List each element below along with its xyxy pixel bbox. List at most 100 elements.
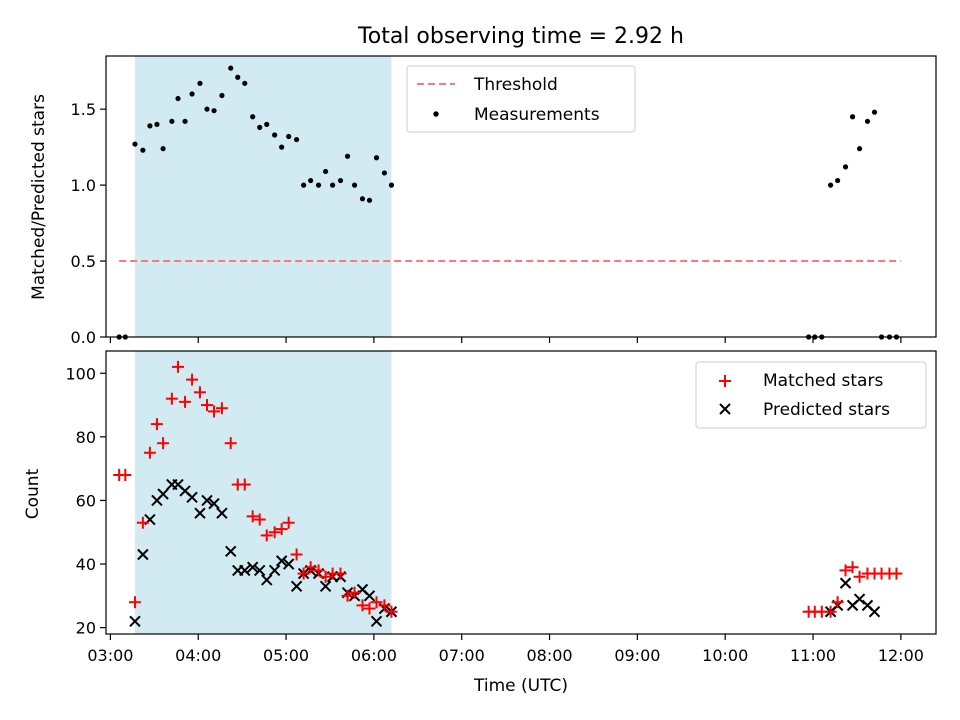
ratio-legend: Threshold Measurements xyxy=(406,65,636,133)
matched-star-marker xyxy=(268,526,281,539)
measurement-point xyxy=(272,132,278,138)
predicted-star-marker xyxy=(261,574,273,586)
measurement-point xyxy=(842,164,849,170)
matched-star-marker xyxy=(275,523,288,536)
count-y-tick-label: 40 xyxy=(76,555,96,574)
count-points xyxy=(113,360,903,627)
predicted-star-marker xyxy=(194,507,206,519)
matched-star-marker xyxy=(385,605,398,618)
measurement-point xyxy=(359,196,366,202)
measurement-point xyxy=(308,177,314,184)
matched-star-marker xyxy=(260,529,273,542)
predicted-star-marker xyxy=(253,564,266,577)
ratio-legend-box xyxy=(406,65,636,133)
matched-star-marker xyxy=(846,561,859,574)
measurement-point xyxy=(219,92,225,99)
matched-star-marker xyxy=(363,602,376,615)
x-tick-label: 03:00 xyxy=(87,646,133,665)
predicted-star-marker xyxy=(290,580,303,593)
predicted-star-marker xyxy=(319,580,332,593)
count-y-tick-label: 80 xyxy=(76,428,96,447)
measurement-point xyxy=(204,106,210,112)
predicted-star-marker xyxy=(282,558,295,570)
matched-star-marker xyxy=(119,469,132,482)
threshold-legend-label: Threshold xyxy=(473,75,558,95)
predicted-star-marker xyxy=(208,497,220,510)
predicted-star-marker xyxy=(268,564,281,577)
measurement-point xyxy=(381,170,388,176)
measurement-point xyxy=(322,168,329,175)
matched-star-marker xyxy=(246,510,259,523)
x-tick-label: 04:00 xyxy=(175,646,221,665)
measurement-point xyxy=(828,182,834,188)
measurement-point xyxy=(864,118,871,124)
ratio-x-ticks xyxy=(109,337,902,343)
x-tick-label: 11:00 xyxy=(790,646,836,665)
measurement-point xyxy=(264,121,270,127)
matched-star-marker xyxy=(853,570,866,583)
matched-legend-label: Matched stars xyxy=(763,371,883,391)
predicted-star-marker xyxy=(275,555,288,567)
matched-star-marker xyxy=(253,513,266,526)
measurements-legend-marker xyxy=(433,111,439,117)
matched-star-marker xyxy=(319,570,332,583)
predicted-legend-marker xyxy=(719,403,731,415)
count-x-ticks: 03:00 04:00 05:00 06:00 07:00 08:00 09:00 10:00… xyxy=(87,634,924,665)
matched-star-marker xyxy=(143,446,156,459)
ratio-y-tick-label: 1.0 xyxy=(71,176,96,195)
matched-star-marker xyxy=(282,516,295,529)
ratio-y-axis-label: Matched/Predicted stars xyxy=(29,94,49,300)
x-tick-label: 12:00 xyxy=(878,646,924,665)
measurement-point xyxy=(250,114,256,120)
matched-star-marker xyxy=(334,567,347,580)
x-tick-label: 06:00 xyxy=(351,646,397,665)
matched-star-marker xyxy=(839,564,852,577)
measurement-point xyxy=(344,153,351,159)
measurement-point xyxy=(366,197,373,203)
figure-title: Total observing time = 2.92 h xyxy=(357,24,684,49)
matched-star-marker xyxy=(370,596,383,609)
matched-star-marker xyxy=(290,548,303,561)
matched-star-marker xyxy=(172,360,185,373)
measurement-point xyxy=(315,182,322,188)
measurement-point xyxy=(182,118,188,124)
count-plot-frame xyxy=(105,350,937,635)
matched-star-marker xyxy=(356,599,369,612)
measurement-point xyxy=(175,95,181,102)
measurement-point xyxy=(242,80,248,86)
measurement-point xyxy=(189,91,195,97)
matched-star-marker xyxy=(831,596,844,609)
measurement-point xyxy=(330,182,336,188)
x-tick-label: 05:00 xyxy=(263,646,309,665)
matched-star-marker xyxy=(165,392,178,405)
matched-star-marker xyxy=(312,564,325,577)
measurement-point xyxy=(279,144,285,150)
matched-star-marker xyxy=(179,395,192,408)
measurement-point xyxy=(286,133,292,140)
matched-star-marker xyxy=(208,405,221,418)
measurement-point xyxy=(388,182,395,188)
measurements-legend-label: Measurements xyxy=(474,105,600,125)
measurement-point xyxy=(235,74,241,80)
predicted-star-marker xyxy=(363,590,376,602)
count-y-tick-label: 100 xyxy=(65,364,96,383)
count-y-ticks: 20 40 60 80 100 xyxy=(65,364,106,638)
measurement-point xyxy=(160,146,166,152)
matched-star-marker xyxy=(238,478,251,491)
predicted-star-marker xyxy=(216,507,228,519)
measurement-point xyxy=(373,155,380,161)
predicted-star-marker xyxy=(839,577,852,589)
measurement-point xyxy=(337,177,344,184)
measurement-point xyxy=(154,121,160,127)
measurement-point xyxy=(228,65,234,71)
matched-star-marker xyxy=(186,373,199,386)
matched-star-marker xyxy=(201,399,214,412)
measurement-point xyxy=(140,147,146,153)
count-y-tick-label: 20 xyxy=(76,619,96,638)
matched-star-marker xyxy=(157,437,170,450)
ratio-y-tick-label: 0.0 xyxy=(71,328,96,347)
x-tick-label: 07:00 xyxy=(439,646,485,665)
matched-star-marker xyxy=(215,402,228,415)
matched-star-marker xyxy=(193,386,206,399)
